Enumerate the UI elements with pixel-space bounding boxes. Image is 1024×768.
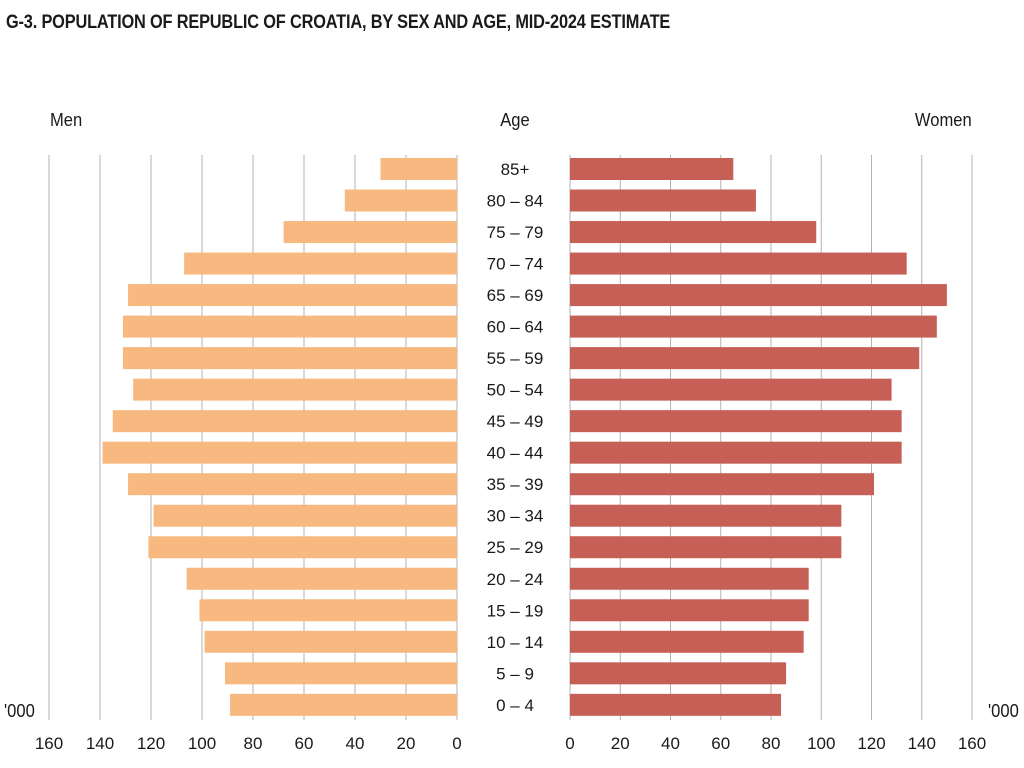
women-bar: [570, 410, 902, 433]
men-axis-tick-label: 140: [86, 734, 114, 753]
unit-label-right: '000: [988, 701, 1019, 721]
age-group-label: 45 – 49: [487, 412, 544, 431]
age-group-label: 15 – 19: [487, 601, 544, 620]
women-axis-tick-label: 100: [807, 734, 835, 753]
men-bar: [133, 378, 457, 401]
men-bar: [128, 284, 458, 307]
age-group-label: 40 – 44: [487, 444, 544, 463]
men-bar: [128, 473, 458, 496]
women-axis-tick-label: 40: [661, 734, 680, 753]
men-bar: [283, 221, 457, 244]
women-bar: [570, 189, 756, 212]
women-bar: [570, 158, 734, 180]
women-bar: [570, 221, 817, 244]
women-bar: [570, 378, 892, 401]
men-bar: [184, 252, 457, 275]
men-bar: [204, 630, 457, 653]
age-group-label: 75 – 79: [487, 223, 544, 242]
women-axis-tick-label: 0: [565, 734, 574, 753]
women-bar: [570, 662, 787, 685]
men-bar: [122, 315, 457, 338]
women-axis-tick-label: 120: [857, 734, 885, 753]
women-bar: [570, 347, 920, 370]
men-bar: [102, 441, 458, 464]
women-bar: [570, 693, 782, 716]
men-bar: [344, 189, 457, 212]
age-group-label: 25 – 29: [487, 538, 544, 557]
chart-title: G-3. POPULATION OF REPUBLIC OF CROATIA, …: [6, 12, 671, 33]
women-axis-tick-label: 20: [611, 734, 630, 753]
age-group-label: 65 – 69: [487, 286, 544, 305]
age-group-label: 80 – 84: [487, 192, 544, 211]
women-header: Women: [915, 110, 972, 130]
men-bar: [230, 693, 457, 716]
women-bar: [570, 473, 875, 496]
age-group-label: 20 – 24: [487, 570, 544, 589]
men-bar: [148, 536, 457, 559]
men-axis-tick-label: 80: [244, 734, 263, 753]
men-bar: [112, 410, 457, 433]
unit-label-left: '000: [4, 701, 35, 721]
age-header: Age: [500, 110, 530, 130]
men-bar: [186, 567, 457, 590]
age-group-label: 85+: [501, 160, 530, 179]
women-axis-tick-label: 140: [908, 734, 936, 753]
women-bar: [570, 567, 809, 590]
women-axis-tick-label: 160: [958, 734, 986, 753]
men-bar: [122, 347, 457, 370]
men-axis-tick-label: 20: [397, 734, 416, 753]
women-bar: [570, 630, 804, 653]
women-bar: [570, 599, 809, 622]
age-group-label: 50 – 54: [487, 381, 544, 400]
men-axis-tick-label: 60: [295, 734, 314, 753]
age-group-label: 30 – 34: [487, 507, 544, 526]
women-axis-tick-label: 60: [711, 734, 730, 753]
women-bar: [570, 504, 842, 527]
women-bar: [570, 252, 907, 275]
age-group-label: 35 – 39: [487, 475, 544, 494]
age-group-label: 70 – 74: [487, 255, 544, 274]
women-bar: [570, 536, 842, 559]
women-bar: [570, 315, 937, 338]
men-axis-tick-label: 120: [137, 734, 165, 753]
men-axis-tick-label: 0: [452, 734, 461, 753]
men-bar: [153, 504, 458, 527]
men-axis-tick-label: 100: [188, 734, 216, 753]
age-group-label: 55 – 59: [487, 349, 544, 368]
women-bar: [570, 441, 902, 464]
age-group-label: 0 – 4: [496, 696, 534, 715]
men-bar: [199, 599, 457, 622]
women-axis-tick-label: 80: [762, 734, 781, 753]
men-axis-tick-label: 40: [346, 734, 365, 753]
age-group-label: 10 – 14: [487, 633, 544, 652]
men-header: Men: [50, 110, 83, 130]
women-bar: [570, 284, 947, 307]
men-axis-tick-label: 160: [35, 734, 63, 753]
age-group-label: 5 – 9: [496, 664, 534, 683]
men-bar: [224, 662, 457, 685]
men-bar: [380, 158, 457, 180]
age-group-label: 60 – 64: [487, 318, 544, 337]
